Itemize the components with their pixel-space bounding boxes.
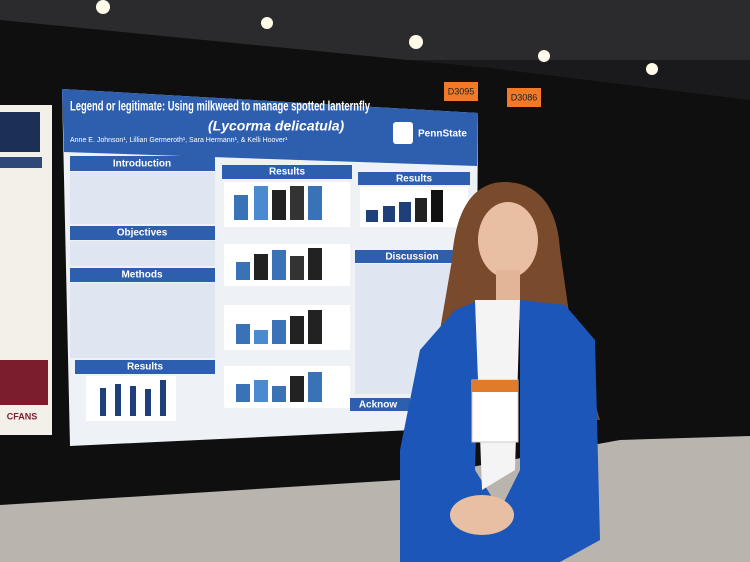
figure-bar: [290, 316, 304, 344]
section-header: [75, 360, 215, 374]
booth-tag: [444, 82, 478, 101]
section-header: [358, 172, 470, 185]
light: [409, 35, 423, 49]
figure-bar: [234, 195, 248, 220]
hands: [450, 495, 514, 535]
jacket: [400, 300, 600, 562]
section-title: Acknow: [359, 400, 398, 411]
figure-bar: [431, 190, 443, 222]
face: [478, 202, 538, 278]
figure-bar: [236, 262, 250, 280]
side-poster: CFANS: [0, 105, 52, 435]
figure-bar: [366, 210, 378, 222]
figure-bar: [399, 202, 411, 222]
figure-bar: [290, 256, 304, 280]
figure-bar: [272, 386, 286, 402]
figure-bar: [308, 186, 322, 220]
section-header: [70, 156, 215, 171]
figure-bar: [100, 388, 106, 416]
ceiling-lights: [96, 0, 658, 75]
light: [538, 50, 550, 62]
section-title: Objectives: [117, 228, 168, 239]
section-header: [70, 268, 215, 282]
figure-bar: [254, 330, 268, 344]
figure-bar: [415, 198, 427, 222]
figure-bar: [254, 254, 268, 280]
figure-bar: [290, 186, 304, 220]
booth-tag-text: D3086: [511, 92, 538, 102]
figure-bar: [308, 248, 322, 280]
figure-bar: [254, 380, 268, 402]
light: [646, 63, 658, 75]
section-header: [222, 165, 352, 179]
figure-bars: [100, 380, 166, 416]
side-poster-logo: CFANS: [7, 411, 38, 421]
figure-bar: [130, 386, 136, 416]
section-title: Results: [269, 167, 306, 178]
section-title: Introduction: [113, 159, 171, 170]
figure-bars: [366, 190, 443, 222]
figure-bar: [383, 206, 395, 222]
figure-bar: [308, 310, 322, 344]
neck: [496, 270, 520, 300]
section-header: [350, 398, 410, 411]
side-poster-header: [0, 157, 42, 168]
side-poster-banner: [0, 112, 40, 152]
poster-species: (Lycorma delicatula): [208, 118, 344, 134]
person: [400, 182, 600, 562]
light: [96, 0, 110, 14]
university-logo: PennState: [418, 129, 467, 140]
section-title: Discussion: [385, 252, 438, 263]
figure-bar: [272, 190, 286, 220]
figure-bar: [145, 389, 151, 416]
name-badge-band: [472, 380, 518, 392]
section-title: Methods: [121, 270, 163, 281]
figure-bar: [160, 380, 166, 416]
section-header: [70, 226, 215, 240]
figure-bar: [236, 384, 250, 402]
section-header: [355, 250, 470, 263]
light: [261, 17, 273, 29]
section-title: Results: [396, 174, 433, 185]
poster-title: Legend or legitimate: Using milkweed to …: [70, 98, 370, 114]
university-shield: [393, 122, 413, 144]
figure-bar: [290, 376, 304, 402]
figure-bar: [115, 384, 121, 416]
side-poster-box: [0, 360, 48, 405]
poster-authors: Anne E. Johnson¹, Lillian Germeroth¹, Sa…: [70, 137, 288, 144]
figure-bar: [272, 250, 286, 280]
booth-tag: [507, 88, 541, 107]
figure-stacked-bars: [234, 186, 322, 402]
section-body: [70, 172, 215, 224]
section-body: [70, 283, 215, 358]
figure-bar: [254, 186, 268, 220]
poster-title-banner: [62, 89, 478, 166]
figure-bar: [236, 324, 250, 344]
booth-tag-text: D3095: [448, 86, 475, 96]
figure-bar: [308, 372, 322, 402]
section-title: Results: [127, 362, 164, 373]
figure-bar: [272, 320, 286, 344]
section-body: [70, 241, 215, 266]
